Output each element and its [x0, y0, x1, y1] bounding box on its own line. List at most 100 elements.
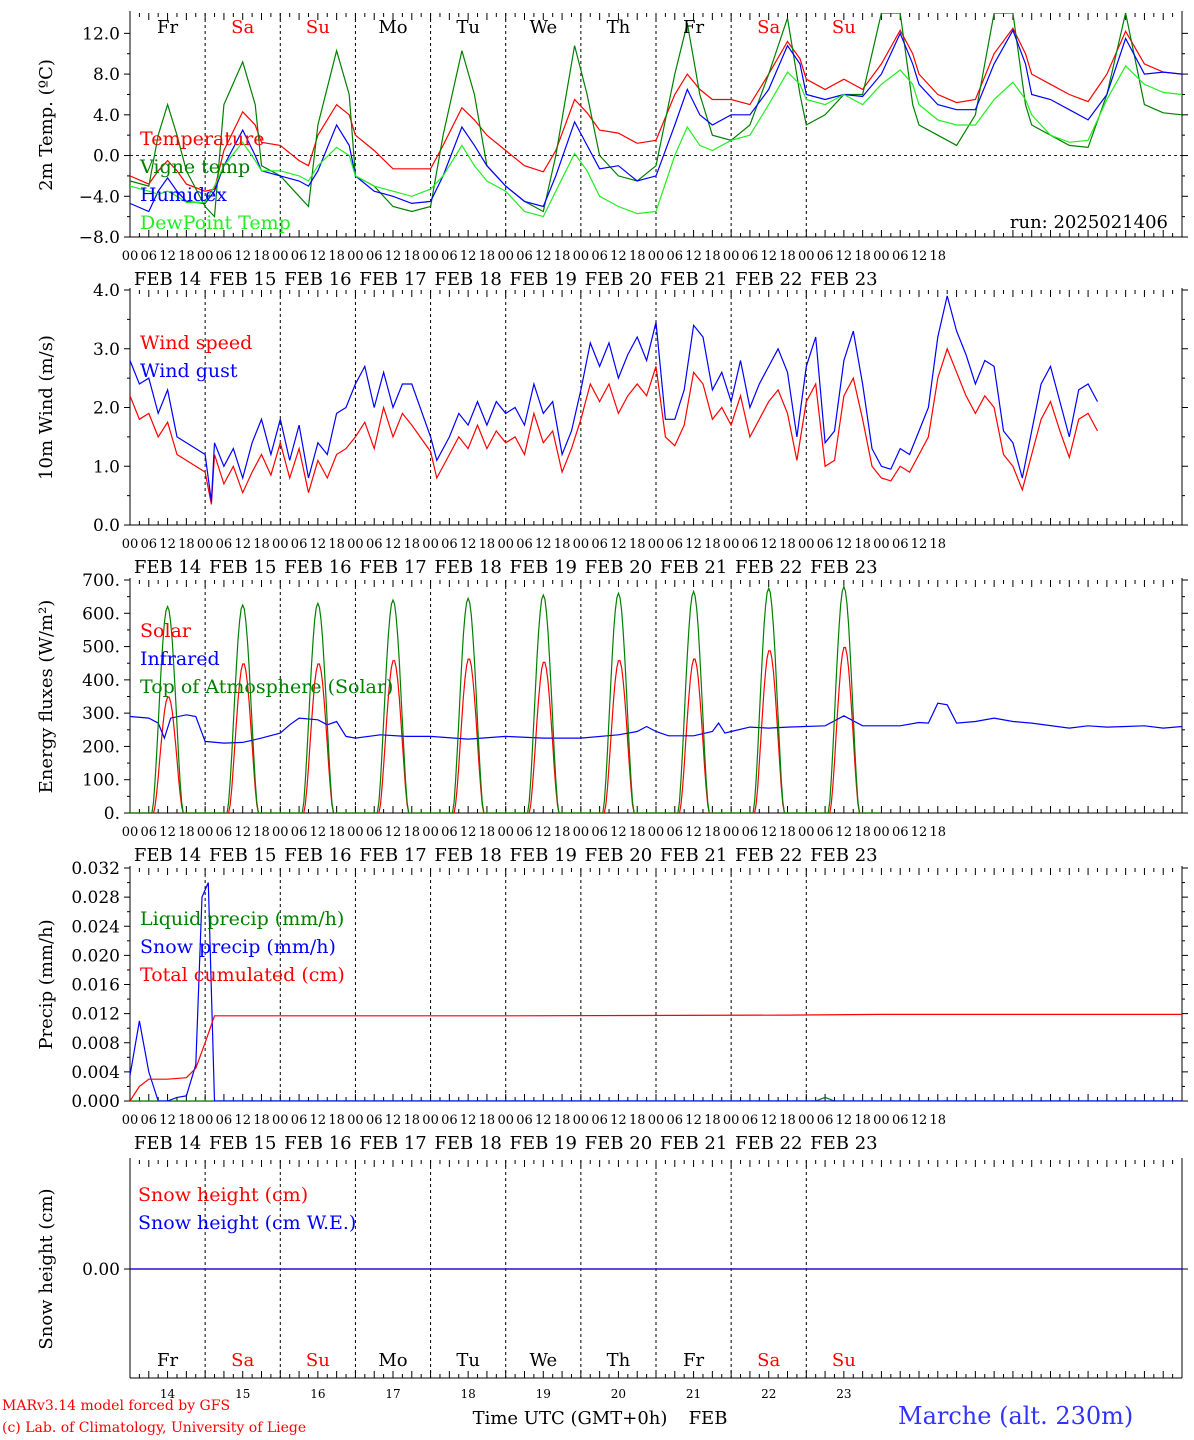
date-label: FEB 14 [134, 1133, 201, 1154]
y-tick-label: 3.0 [93, 340, 120, 360]
hour-tick-label: 12 [610, 249, 627, 264]
hour-tick-label: 12 [159, 249, 176, 264]
hour-tick-label: 06 [141, 537, 158, 552]
series-line-temperature [130, 27, 1182, 192]
date-label: FEB 14 [134, 845, 201, 866]
hour-tick-label: 00 [873, 1113, 890, 1128]
hour-tick-label: 00 [573, 1113, 590, 1128]
date-label: FEB 16 [284, 557, 351, 578]
hour-tick-label: 00 [422, 249, 439, 264]
hour-tick-label: 18 [404, 249, 421, 264]
day-name-label: Mo [378, 1350, 407, 1371]
hour-tick-label: 06 [667, 1113, 684, 1128]
legend-solar: Solar [140, 620, 192, 642]
hour-tick-label: 12 [836, 825, 853, 840]
hour-tick-label: 12 [685, 537, 702, 552]
y-tick-label: 0.004 [71, 1063, 120, 1083]
hour-tick-label: 06 [366, 249, 383, 264]
y-axis-label: Snow height (cm) [36, 1188, 57, 1349]
lab-credit: (c) Lab. of Climatology, University of L… [2, 1420, 307, 1436]
hour-tick-label: 12 [911, 537, 928, 552]
hour-tick-label: 06 [591, 249, 608, 264]
hour-tick-label: 18 [178, 537, 195, 552]
hour-tick-label: 12 [535, 825, 552, 840]
series-line-wind-speed [130, 347, 1099, 505]
hour-tick-label: 06 [216, 825, 233, 840]
hour-tick-label: 00 [573, 537, 590, 552]
hour-tick-label: 00 [798, 1113, 815, 1128]
hour-tick-label: 00 [497, 1113, 514, 1128]
hour-tick-label: 12 [385, 825, 402, 840]
date-label: FEB 22 [735, 557, 802, 578]
hour-tick-label: 00 [272, 249, 289, 264]
hour-tick-label: 18 [554, 537, 571, 552]
hour-tick-label: 06 [366, 537, 383, 552]
date-label: FEB 17 [359, 845, 426, 866]
date-label: FEB 16 [284, 845, 351, 866]
hour-tick-label: 06 [817, 537, 834, 552]
hour-tick-label: 12 [610, 825, 627, 840]
panel-3: 0. 100. 200. 300. 400. 500. 600. 700. Energy flu… [36, 571, 1188, 866]
hour-tick-label: 06 [516, 825, 533, 840]
hour-tick-label: 12 [535, 537, 552, 552]
hour-tick-label: 00 [648, 1113, 665, 1128]
run-label: run: 2025021406 [1010, 212, 1168, 233]
hour-tick-label: 12 [535, 249, 552, 264]
hour-tick-label: 00 [873, 825, 890, 840]
y-tick-label: 0.0 [93, 147, 120, 167]
date-label: FEB 17 [359, 269, 426, 290]
hour-tick-label: 06 [291, 825, 308, 840]
y-tick-label: 0.012 [71, 1005, 120, 1025]
series-line-top-of-atmosphere-solar- [130, 584, 882, 813]
hour-tick-label: 12 [760, 1113, 777, 1128]
month-label: FEB [689, 1408, 728, 1429]
hour-tick-label: 00 [272, 825, 289, 840]
hour-tick-label: 12 [460, 1113, 477, 1128]
hour-tick-label: 00 [197, 1113, 214, 1128]
hour-tick-label: 06 [141, 1113, 158, 1128]
hour-tick-label: 18 [253, 1113, 270, 1128]
hour-tick-label: 18 [629, 825, 646, 840]
day-number-label: 21 [686, 1387, 701, 1401]
day-name-label: Fr [683, 1350, 704, 1371]
legend-vigne-temp: Vigne temp [139, 156, 250, 178]
hour-tick-label: 18 [253, 825, 270, 840]
date-label: FEB 18 [434, 557, 501, 578]
hour-tick-label: 18 [479, 825, 496, 840]
hour-tick-label: 06 [667, 249, 684, 264]
hour-tick-label: 06 [441, 537, 458, 552]
hour-tick-label: 12 [836, 537, 853, 552]
y-tick-label: −8.0 [79, 228, 120, 248]
date-label: FEB 14 [134, 269, 201, 290]
day-name-label: Mo [378, 17, 407, 38]
date-label: FEB 15 [209, 1133, 276, 1154]
hour-tick-label: 00 [723, 249, 740, 264]
hour-tick-label: 18 [479, 1113, 496, 1128]
legend-snow-height-cm-: Snow height (cm) [138, 1184, 308, 1206]
date-label: FEB 20 [585, 1133, 652, 1154]
hour-tick-label: 18 [930, 1113, 947, 1128]
hour-tick-label: 12 [610, 1113, 627, 1128]
day-number-label: 14 [160, 1387, 176, 1401]
hour-tick-label: 18 [328, 249, 345, 264]
hour-tick-label: 00 [723, 1113, 740, 1128]
date-label: FEB 16 [284, 1133, 351, 1154]
hour-tick-label: 18 [704, 249, 721, 264]
hour-tick-label: 06 [817, 1113, 834, 1128]
y-tick-label: 0.016 [71, 976, 120, 996]
hour-tick-label: 06 [892, 825, 909, 840]
y-tick-label: 300. [82, 704, 120, 724]
series-line-wind-gust [130, 295, 1099, 502]
date-label: FEB 19 [510, 845, 577, 866]
date-label: FEB 14 [134, 557, 201, 578]
hour-tick-label: 12 [234, 825, 251, 840]
day-name-label: Tu [456, 17, 480, 38]
hour-tick-label: 12 [385, 1113, 402, 1128]
hour-tick-label: 18 [253, 537, 270, 552]
date-label: FEB 17 [359, 1133, 426, 1154]
hour-tick-label: 18 [554, 249, 571, 264]
hour-tick-label: 00 [648, 249, 665, 264]
day-name-label: Th [607, 1350, 631, 1371]
y-tick-label: 1.0 [93, 457, 120, 477]
